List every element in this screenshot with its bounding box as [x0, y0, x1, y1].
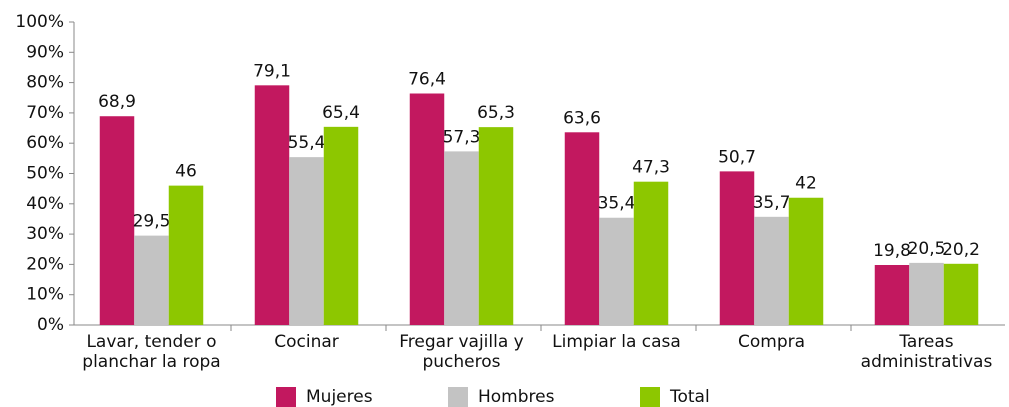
bar — [254, 85, 290, 326]
bar — [788, 197, 824, 325]
x-tick-label: Cocinar — [274, 332, 339, 352]
bar — [289, 157, 324, 325]
y-tick-label: 40% — [26, 194, 64, 214]
legend-label: Mujeres — [306, 387, 373, 407]
x-tick-label: Limpiar la casa — [552, 332, 681, 352]
y-tick-label: 20% — [26, 254, 64, 274]
y-tick-label: 60% — [26, 133, 64, 153]
value-label: 65,3 — [477, 103, 515, 123]
y-tick-label: 0% — [37, 315, 64, 335]
value-label: 65,4 — [322, 103, 360, 123]
value-label: 68,9 — [98, 92, 136, 112]
x-tick-label: Fregar vajilla y pucheros — [399, 332, 524, 372]
value-label: 57,3 — [443, 127, 481, 147]
value-label: 50,7 — [718, 147, 756, 167]
value-label: 79,1 — [253, 61, 291, 81]
value-label: 35,7 — [753, 193, 791, 213]
bar — [478, 127, 514, 326]
bar — [444, 151, 479, 325]
bar — [633, 181, 669, 325]
y-tick-label: 90% — [26, 42, 64, 62]
legend-swatch — [448, 387, 468, 407]
bar — [564, 132, 600, 325]
x-tick-label: Lavar, tender o planchar la ropa — [82, 332, 221, 372]
bar — [874, 265, 910, 325]
bar — [909, 262, 944, 325]
x-tick-label: Tareas administrativas — [860, 332, 993, 372]
value-label: 29,5 — [133, 212, 171, 232]
y-tick-label: 30% — [26, 224, 64, 244]
x-tick-label: Compra — [737, 332, 806, 352]
bar — [168, 185, 204, 325]
value-label: 47,3 — [632, 158, 670, 178]
bar — [943, 263, 979, 325]
value-label: 20,2 — [942, 240, 980, 260]
legend-label: Hombres — [478, 387, 555, 407]
value-label: 76,4 — [408, 70, 446, 90]
value-label: 42 — [795, 174, 817, 194]
bar — [409, 93, 445, 326]
bar — [99, 116, 135, 325]
value-label: 20,5 — [908, 239, 946, 259]
value-label: 63,6 — [563, 108, 601, 128]
bar — [719, 171, 755, 325]
value-label: 35,4 — [598, 194, 636, 214]
bar — [323, 126, 359, 325]
value-label: 19,8 — [873, 241, 911, 261]
legend-label: Total — [669, 387, 710, 407]
y-tick-label: 50% — [26, 164, 64, 184]
value-label: 55,4 — [288, 133, 326, 153]
bar — [134, 235, 169, 325]
bar — [754, 216, 789, 325]
legend-swatch — [640, 387, 660, 407]
y-tick-label: 80% — [26, 73, 64, 93]
legend-swatch — [276, 387, 296, 407]
y-tick-label: 70% — [26, 103, 64, 123]
y-tick-label: 10% — [26, 285, 64, 305]
y-tick-label: 100% — [15, 12, 64, 32]
bar — [599, 217, 634, 325]
value-label: 46 — [175, 162, 197, 182]
